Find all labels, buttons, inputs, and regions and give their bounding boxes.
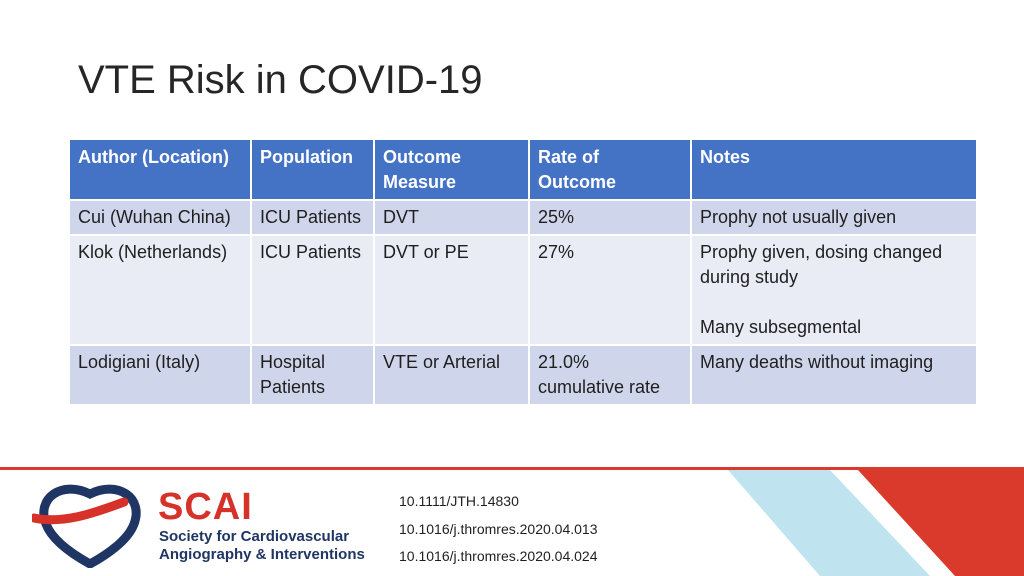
cell-population: Hospital Patients [251,345,375,406]
light-blue-stripe [728,470,930,576]
cell-population: ICU Patients [251,200,375,236]
cell-author: Lodigiani (Italy) [70,345,252,406]
heart-outline [39,484,141,568]
reference-3: 10.1016/j.thromres.2020.04.024 [399,548,598,564]
cell-rate: 21.0% cumulative rate [529,345,692,406]
header-author: Author (Location) [70,140,252,201]
header-notes: Notes [691,140,976,201]
cell-author: Klok (Netherlands) [70,235,252,346]
table-body: Cui (Wuhan China) ICU Patients DVT 25% P… [70,200,976,406]
header-population: Population [251,140,375,201]
cell-outcome: DVT or PE [374,235,530,346]
cell-notes: Prophy given, dosing changed during stud… [691,235,976,346]
heart-swoosh [32,497,129,525]
table-row: Cui (Wuhan China) ICU Patients DVT 25% P… [70,200,976,236]
cell-population: ICU Patients [251,235,375,346]
header-outcome-measure: Outcome Measure [374,140,530,201]
data-table: Author (Location) Population Outcome Mea… [70,140,976,406]
header-row: Author (Location) Population Outcome Mea… [70,140,976,201]
logo-wordmark: SCAI [158,486,253,528]
cell-notes: Many deaths without imaging [691,345,976,406]
cell-notes: Prophy not usually given [691,200,976,236]
slide-title: VTE Risk in COVID-19 [78,58,483,102]
cell-rate: 27% [529,235,692,346]
reference-2: 10.1016/j.thromres.2020.04.013 [399,520,598,537]
red-corner-shape [858,470,1024,576]
logo-subtitle-line1: Society for Cardiovascular [159,528,350,545]
header-rate: Rate of Outcome [529,140,692,201]
logo-subtitle-line2: Angiography & Interventions [159,546,365,563]
table-header: Author (Location) Population Outcome Mea… [70,140,976,201]
cell-outcome: DVT [374,200,530,236]
references: 10.1111/JTH.14830 10.1016/j.thromres.202… [399,488,597,571]
logo-subtitle: Society for Cardiovascular Angiography &… [159,528,365,564]
footer-divider [0,467,1024,470]
data-table-wrapper: Author (Location) Population Outcome Mea… [70,140,976,406]
cell-author: Cui (Wuhan China) [70,200,252,236]
cell-outcome: VTE or Arterial [374,345,530,406]
cell-rate: 25% [529,200,692,236]
scai-heart-logo-icon [32,484,141,568]
table-row: Klok (Netherlands) ICU Patients DVT or P… [70,235,976,346]
reference-1: 10.1111/JTH.14830 [399,493,519,509]
table-row: Lodigiani (Italy) Hospital Patients VTE … [70,345,976,406]
